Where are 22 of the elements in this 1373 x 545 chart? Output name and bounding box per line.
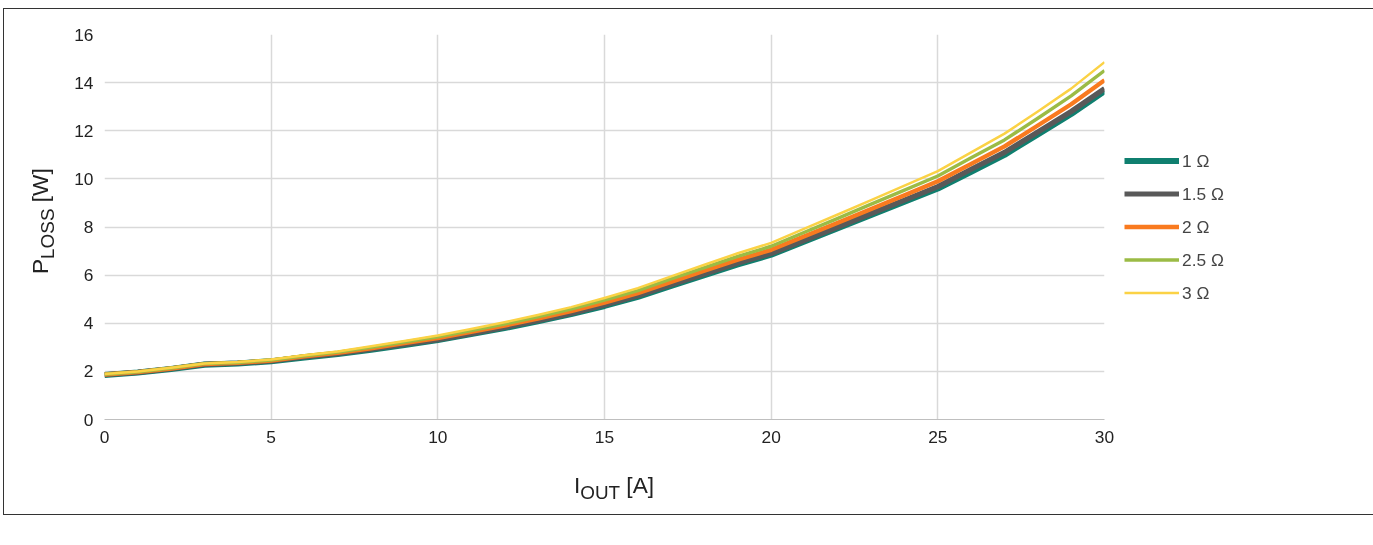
y-tick-label: 8	[83, 217, 94, 237]
x-tick-label: 20	[761, 426, 781, 447]
x-tick-label: 30	[1094, 426, 1115, 447]
y-tick-label: 14	[74, 72, 94, 93]
x-axis-title: I$_{OUT}$ [A]	[572, 471, 656, 505]
x-tick-label: 0	[99, 426, 110, 447]
legend-label: 1 Ω	[1182, 150, 1210, 171]
legend-label: 2.5 Ω	[1182, 249, 1224, 270]
legend-label: 2 Ω	[1182, 216, 1210, 237]
y-tick-label: 10	[74, 168, 94, 189]
y-tick-label: 4	[83, 313, 94, 334]
x-tick-label: 15	[594, 426, 615, 447]
x-tick-label: 25	[928, 426, 948, 447]
x-tick-label: 10	[428, 426, 448, 447]
y-tick-label: 2	[83, 361, 94, 382]
x-tick-label: 5	[266, 426, 276, 447]
legend-label: 3 Ω	[1182, 282, 1210, 303]
y-tick-label: 6	[83, 265, 94, 286]
legend-label: 1.5 Ω	[1182, 183, 1224, 204]
y-tick-label: 16	[74, 24, 94, 45]
y-tick-label: 12	[74, 120, 94, 141]
y-tick-label: 0	[83, 409, 94, 430]
